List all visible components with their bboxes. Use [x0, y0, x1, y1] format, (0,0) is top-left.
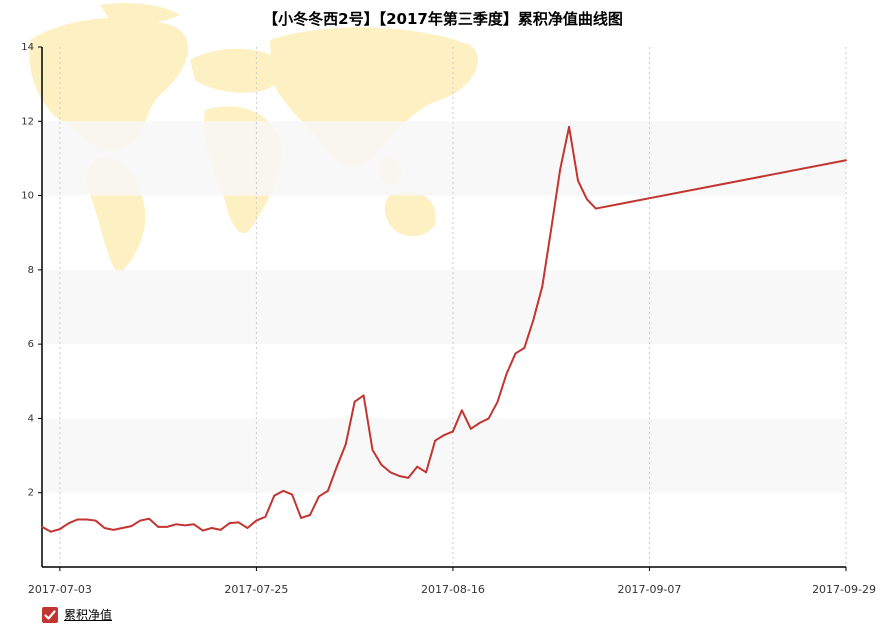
data-point[interactable]: [505, 372, 508, 375]
data-point[interactable]: [514, 352, 517, 355]
data-point[interactable]: [469, 427, 472, 430]
data-point[interactable]: [273, 494, 276, 497]
data-point[interactable]: [487, 417, 490, 420]
chart-title: 【小冬冬西2号】【2017年第三季度】累积净值曲线图: [263, 10, 623, 28]
x-tick-label: 2017-09-29: [812, 583, 876, 596]
data-point[interactable]: [121, 527, 124, 529]
data-point[interactable]: [300, 517, 302, 519]
data-point[interactable]: [416, 465, 419, 468]
map-shape: [29, 17, 189, 152]
data-point[interactable]: [192, 523, 195, 526]
data-point[interactable]: [219, 528, 222, 531]
data-point[interactable]: [58, 528, 61, 531]
vertical-grid-lines: [59, 47, 847, 567]
data-point[interactable]: [228, 522, 231, 525]
data-point[interactable]: [237, 521, 240, 524]
data-point[interactable]: [50, 530, 52, 533]
grid-band: [42, 121, 846, 196]
data-point[interactable]: [541, 285, 544, 288]
y-axis-ticks: 2 4 6 8 10 12 14: [21, 42, 42, 499]
data-point[interactable]: [326, 489, 329, 492]
data-point[interactable]: [246, 527, 249, 529]
y-tick-label: 4: [28, 413, 34, 424]
y-tick-label: 6: [28, 339, 34, 350]
y-tick-label: 2: [28, 488, 34, 499]
data-point[interactable]: [550, 228, 553, 230]
data-point[interactable]: [371, 449, 374, 451]
data-point[interactable]: [255, 519, 258, 522]
data-point[interactable]: [425, 471, 428, 474]
data-point[interactable]: [335, 465, 338, 468]
data-point[interactable]: [148, 517, 151, 520]
axes: [41, 47, 846, 568]
map-shape: [190, 48, 284, 93]
data-point[interactable]: [478, 421, 481, 424]
horizontal-bands: [42, 121, 846, 493]
data-point[interactable]: [139, 519, 142, 522]
data-point[interactable]: [362, 394, 365, 397]
data-point[interactable]: [85, 518, 88, 521]
data-point[interactable]: [130, 525, 133, 528]
data-point[interactable]: [380, 463, 383, 466]
data-point[interactable]: [166, 525, 168, 528]
legend-label: 累积净值: [64, 608, 113, 622]
x-tick-label: 2017-07-03: [28, 583, 92, 596]
y-tick-label: 10: [21, 191, 34, 202]
y-tick-label: 8: [28, 265, 34, 276]
data-point[interactable]: [586, 198, 588, 201]
data-point[interactable]: [460, 409, 463, 412]
data-point[interactable]: [282, 489, 285, 492]
data-point[interactable]: [112, 528, 115, 531]
x-tick-label: 2017-07-25: [224, 583, 288, 596]
data-point[interactable]: [103, 527, 106, 529]
x-axis-ticks: 2017-07-03 2017-07-25 2017-08-16 2017-09-07…: [28, 567, 876, 596]
data-point[interactable]: [210, 527, 213, 529]
y-tick-label: 14: [21, 42, 34, 53]
data-point[interactable]: [594, 207, 597, 210]
data-point[interactable]: [407, 476, 410, 479]
data-point[interactable]: [568, 125, 570, 128]
data-point[interactable]: [523, 346, 526, 349]
data-point[interactable]: [434, 439, 436, 442]
grid-band: [42, 269, 846, 345]
data-point[interactable]: [41, 525, 43, 528]
grid-band: [42, 418, 846, 493]
legend-item-cumulative-nav[interactable]: 累积净值: [42, 606, 112, 623]
data-point[interactable]: [389, 471, 392, 474]
data-point[interactable]: [291, 493, 294, 496]
x-tick-label: 2017-08-16: [421, 583, 485, 596]
data-point[interactable]: [264, 515, 267, 518]
data-point[interactable]: [67, 522, 70, 525]
series-line[interactable]: [41, 125, 847, 533]
data-point[interactable]: [175, 523, 177, 526]
checkbox-checked-icon[interactable]: [42, 606, 58, 623]
data-point[interactable]: [532, 319, 535, 321]
y-tick-label: 12: [21, 116, 34, 127]
data-point[interactable]: [76, 518, 79, 521]
data-point[interactable]: [577, 179, 579, 182]
data-point[interactable]: [496, 400, 499, 403]
map-shape: [384, 191, 436, 237]
map-shape: [100, 3, 180, 24]
data-point[interactable]: [201, 529, 204, 532]
data-point[interactable]: [452, 430, 454, 433]
series-layer: [41, 125, 847, 533]
data-point[interactable]: [845, 159, 847, 162]
data-point[interactable]: [94, 519, 97, 522]
data-point[interactable]: [309, 514, 311, 516]
data-point[interactable]: [318, 495, 320, 498]
data-point[interactable]: [353, 400, 356, 403]
data-point[interactable]: [184, 524, 186, 527]
data-point[interactable]: [398, 475, 401, 477]
data-point[interactable]: [443, 434, 445, 437]
data-point[interactable]: [559, 168, 562, 171]
data-point[interactable]: [344, 443, 347, 446]
data-point[interactable]: [157, 525, 160, 528]
x-tick-label: 2017-09-07: [617, 583, 681, 596]
